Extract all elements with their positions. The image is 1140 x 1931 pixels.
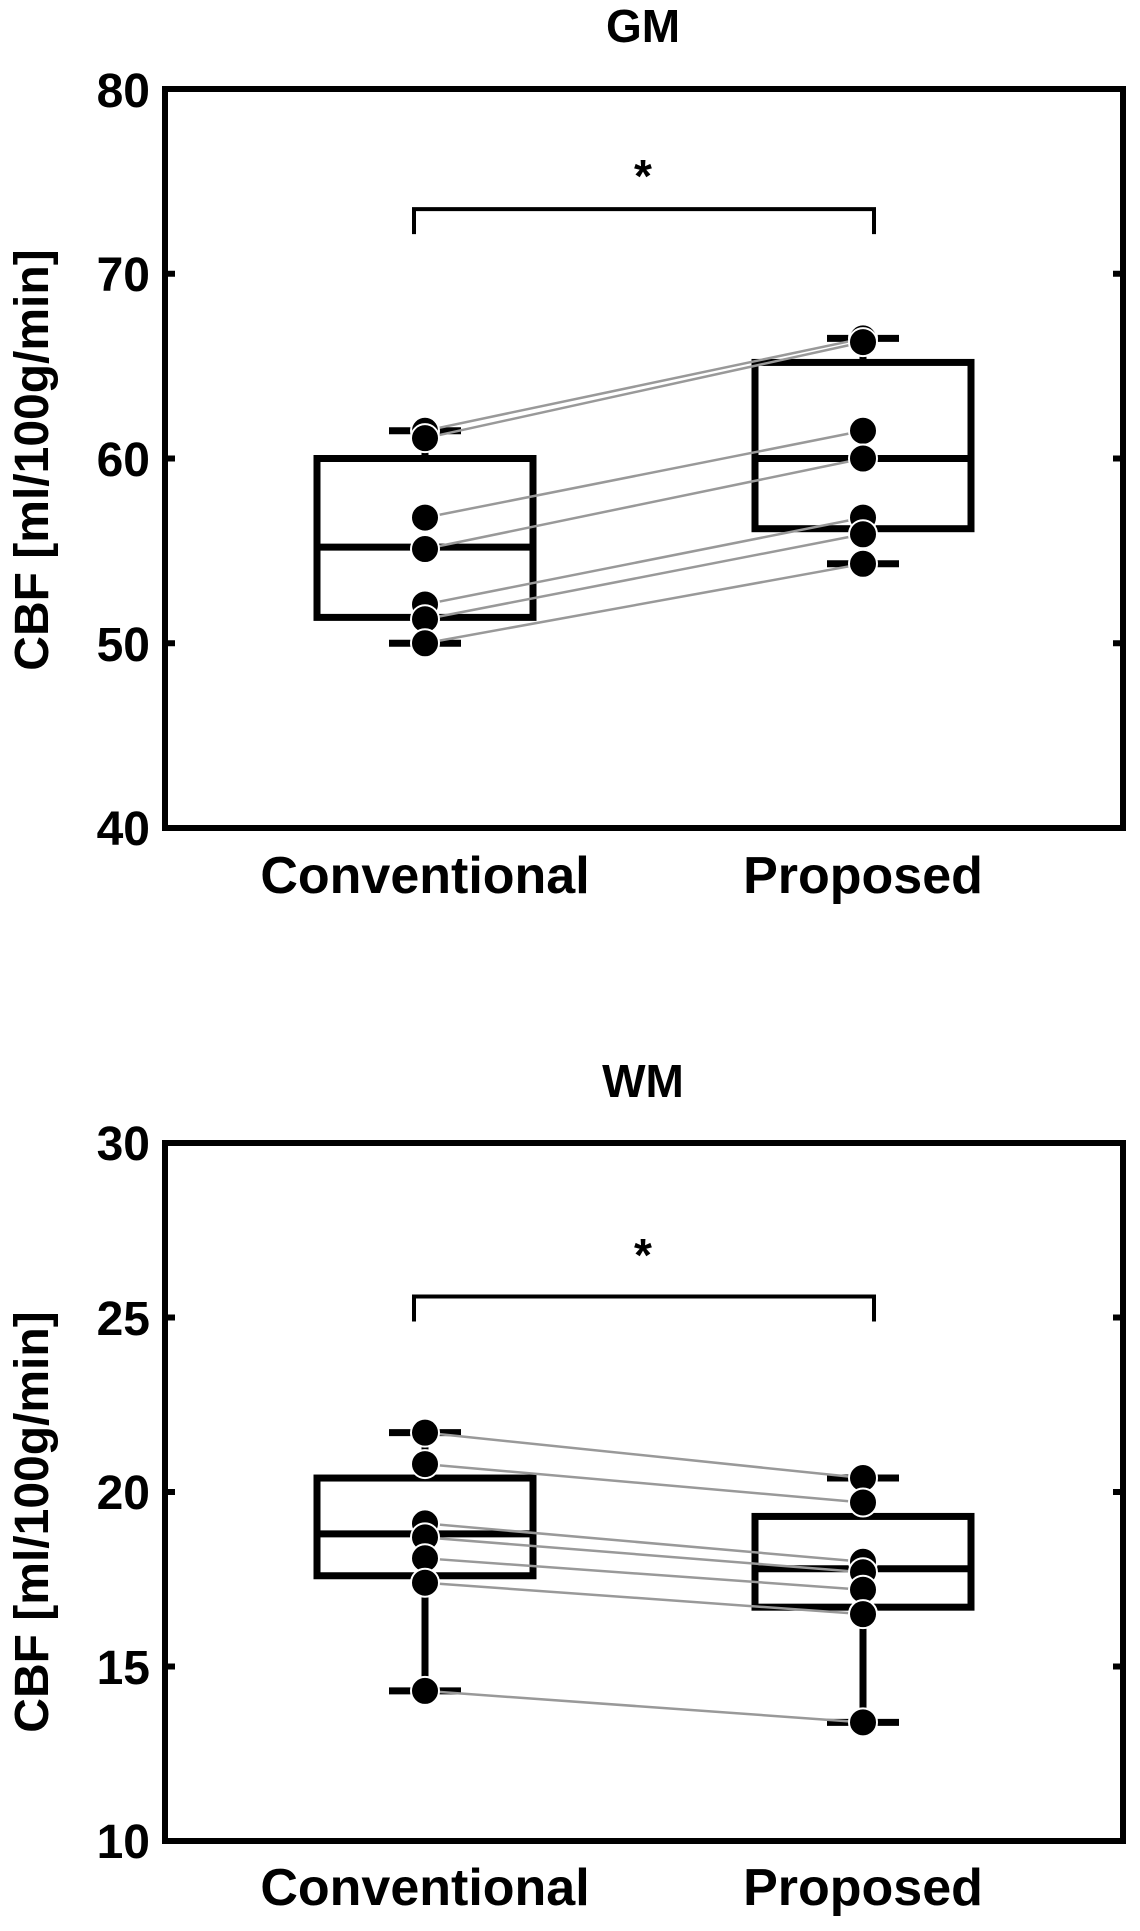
wm-y-tick-30: 30 (97, 1118, 150, 1171)
gm-pair-line-2 (424, 340, 864, 440)
gm-x-tick-conventional: Conventional (260, 847, 589, 905)
wm-point-conventional-2 (410, 1449, 440, 1480)
wm-y-tick-25: 25 (97, 1293, 150, 1346)
gm-x-tick-proposed: Proposed (743, 847, 983, 905)
gm-significance-star: * (634, 150, 652, 202)
gm-pair-line-6 (424, 533, 864, 621)
gm-point-proposed-4 (848, 443, 878, 474)
wm-y-axis-label: CBF [ml/100g/min] (6, 1311, 59, 1732)
wm-point-conventional-1 (410, 1417, 440, 1448)
wm-significance-star: * (634, 1229, 652, 1281)
gm-point-proposed-6 (848, 519, 878, 550)
gm-y-tick-40: 40 (97, 803, 150, 856)
panel-wm: WM CBF [ml/100g/min] Conventional Propos… (6, 1055, 1126, 1917)
wm-x-tick-conventional: Conventional (260, 1859, 589, 1917)
gm-point-conventional-7 (410, 628, 440, 659)
wm-point-conventional-7 (410, 1675, 440, 1706)
gm-chart-title: GM (606, 0, 680, 52)
panel-gm: GM CBF [ml/100g/min] Conventional Propos… (6, 0, 1126, 905)
wm-pair-line-4 (424, 1536, 864, 1574)
gm-point-proposed-2 (848, 327, 878, 358)
gm-y-tick-60: 60 (97, 434, 150, 487)
wm-pair-line-1 (424, 1431, 864, 1480)
wm-pair-line-5 (424, 1557, 864, 1591)
wm-point-conventional-6 (410, 1567, 440, 1598)
gm-pair-line-1 (424, 337, 864, 433)
gm-point-proposed-3 (848, 415, 878, 446)
gm-y-tick-70: 70 (97, 249, 150, 302)
wm-y-tick-20: 20 (97, 1467, 150, 1520)
wm-point-proposed-6 (848, 1599, 878, 1630)
wm-point-proposed-7 (848, 1707, 878, 1738)
gm-pair-line-4 (424, 457, 864, 551)
gm-marks (162, 86, 1126, 831)
gm-pair-line-5 (424, 516, 864, 606)
gm-point-conventional-4 (410, 534, 440, 565)
wm-marks (162, 1140, 1126, 1844)
gm-point-proposed-7 (848, 548, 878, 579)
wm-point-proposed-2 (848, 1487, 878, 1518)
gm-pair-line-3 (424, 429, 864, 519)
gm-y-tick-80: 80 (97, 65, 150, 118)
wm-pair-line-6 (424, 1581, 864, 1616)
gm-pair-line-7 (424, 562, 864, 645)
gm-point-conventional-2 (410, 423, 440, 454)
wm-x-tick-proposed: Proposed (743, 1859, 983, 1917)
wm-y-tick-10: 10 (97, 1816, 150, 1869)
wm-pair-line-7 (424, 1689, 864, 1724)
wm-y-tick-15: 15 (97, 1642, 150, 1695)
wm-significance-bracket (412, 1294, 876, 1322)
wm-chart-title: WM (602, 1055, 684, 1107)
gm-point-conventional-3 (410, 502, 440, 533)
wm-pair-line-2 (424, 1462, 864, 1504)
gm-significance-bracket (412, 207, 876, 235)
wm-pair-line-3 (424, 1522, 864, 1564)
gm-y-axis-label: CBF [ml/100g/min] (6, 249, 59, 670)
gm-y-tick-50: 50 (97, 619, 150, 672)
